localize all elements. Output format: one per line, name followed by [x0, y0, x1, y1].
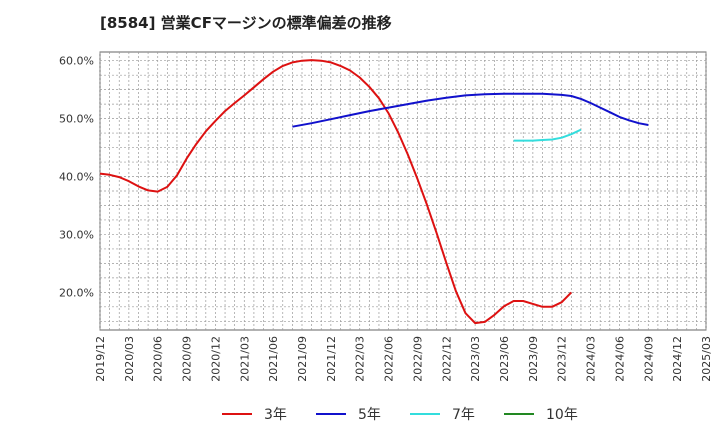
x-tick-label: 2024/12 [671, 336, 684, 382]
x-tick-label: 2020/03 [123, 336, 136, 382]
legend-label: 3年 [264, 407, 287, 423]
legend-label: 10年 [546, 407, 578, 423]
x-tick-label: 2022/09 [411, 336, 424, 382]
x-tick-label: 2020/12 [209, 336, 222, 382]
legend-label: 5年 [358, 407, 381, 423]
x-tick-label: 2020/06 [152, 336, 165, 382]
x-tick-label: 2025/03 [700, 336, 713, 382]
series-line-5年 [292, 92, 649, 128]
y-tick-label: 60.0% [59, 55, 94, 68]
chart-title: [8584] 営業CFマージンの標準偏差の推移 [100, 14, 392, 32]
x-tick-label: 2021/09 [296, 336, 309, 382]
series-line-7年 [513, 128, 582, 142]
x-tick-label: 2024/09 [642, 336, 655, 382]
x-tick-label: 2023/09 [527, 336, 540, 382]
x-tick-label: 2022/06 [383, 336, 396, 382]
plot-area [99, 51, 707, 331]
legend-label: 7年 [452, 407, 475, 423]
x-tick-label: 2021/12 [325, 336, 338, 382]
x-tick-label: 2021/06 [267, 336, 280, 382]
x-tick-label: 2023/12 [556, 336, 569, 382]
y-tick-label: 30.0% [59, 228, 94, 241]
x-tick-label: 2023/03 [469, 336, 482, 382]
x-tick-label: 2020/09 [181, 336, 194, 382]
x-tick-label: 2022/12 [440, 336, 453, 382]
x-tick-label: 2023/06 [498, 336, 511, 382]
y-tick-label: 20.0% [59, 286, 94, 299]
x-tick-label: 2022/03 [354, 336, 367, 382]
y-tick-label: 50.0% [59, 113, 94, 126]
x-tick-label: 2024/03 [585, 336, 598, 382]
x-tick-label: 2019/12 [94, 336, 107, 382]
y-tick-label: 40.0% [59, 171, 94, 184]
x-tick-label: 2021/03 [238, 336, 251, 382]
x-tick-label: 2024/06 [613, 336, 626, 382]
series-line-3年 [99, 59, 573, 325]
